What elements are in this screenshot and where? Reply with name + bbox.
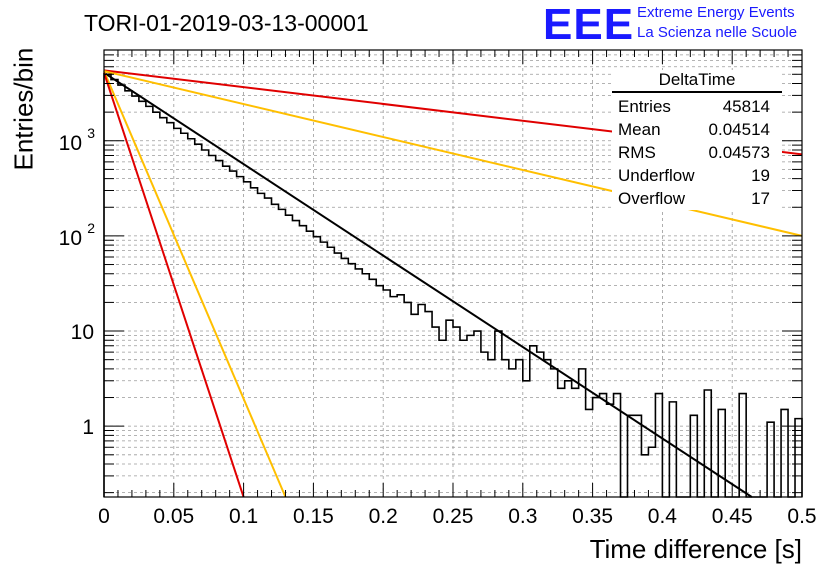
y-tick-label: 10: [71, 321, 94, 344]
histogram-series: [103, 73, 803, 498]
stats-value: 0.04573: [708, 143, 770, 162]
x-tick-label: 0.05: [153, 505, 194, 528]
chart-title: TORI-01-2019-03-13-00001: [84, 10, 369, 36]
fit-curve: [103, 70, 287, 498]
logo-line-1: Extreme Energy Events: [637, 4, 795, 21]
x-tick-label: 0.3: [508, 505, 537, 528]
y-tick-label: 10: [59, 132, 82, 155]
stats-label: Entries: [618, 97, 671, 116]
stats-row-overflow: Overflow 17: [612, 187, 782, 210]
y-tick-label-exponent: 2: [87, 220, 95, 236]
tick-labels: 0 0.05 0.1 0.15 0.2 0.25 0.3 0.35 0.4 0.45 0.5 1 10 1…: [59, 125, 817, 528]
stats-row-rms: RMS 0.04573: [612, 141, 782, 164]
stats-label: Overflow: [618, 189, 686, 208]
stats-box: DeltaTime Entries 45814 Mean 0.04514 RMS 0.…: [612, 70, 782, 210]
x-tick-label: 0.25: [433, 505, 474, 528]
stats-row-entries: Entries 45814: [612, 95, 782, 118]
stats-title: DeltaTime: [612, 70, 782, 93]
y-tick-label: 10: [59, 227, 82, 250]
stats-value: 0.04514: [708, 120, 770, 139]
stats-label: Mean: [618, 120, 661, 139]
histogram-outline: [103, 73, 803, 498]
fit-curve: [103, 72, 245, 498]
y-tick-label: 1: [82, 416, 94, 439]
fit-curve: [103, 71, 753, 498]
x-tick-label: 0.5: [787, 505, 816, 528]
x-tick-label: 0.45: [712, 505, 753, 528]
x-tick-label: 0.1: [229, 505, 258, 528]
stats-row-mean: Mean 0.04514: [612, 118, 782, 141]
y-tick-label-exponent: 3: [87, 125, 95, 141]
x-tick-label: 0.2: [369, 505, 398, 528]
x-tick-label: 0.4: [648, 505, 678, 528]
eee-logo-mark: EEE: [543, 0, 635, 49]
stats-label: Underflow: [618, 166, 695, 185]
stats-row-underflow: Underflow 19: [612, 164, 782, 187]
stats-value: 45814: [722, 97, 770, 116]
logo-line-2: La Scienza nelle Scuole: [637, 24, 798, 41]
stats-value: 19: [751, 166, 770, 185]
x-tick-label: 0.35: [572, 505, 613, 528]
x-axis-label: Time difference [s]: [589, 534, 802, 564]
x-tick-label: 0: [98, 505, 110, 528]
y-axis-label: Entries/bin: [8, 47, 39, 171]
stats-label: RMS: [618, 143, 656, 162]
stats-value: 17: [751, 189, 770, 208]
x-tick-label: 0.15: [293, 505, 334, 528]
axis-ticks: [103, 49, 803, 497]
